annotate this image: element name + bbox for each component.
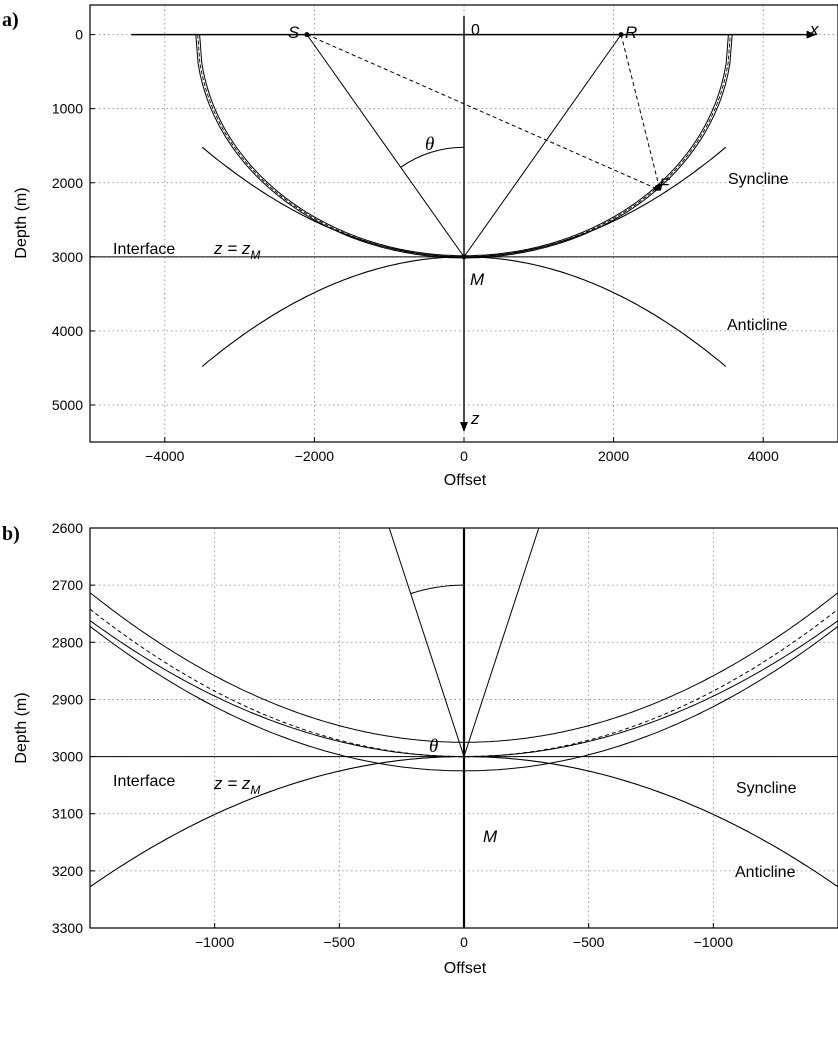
interface-label-a: Interface	[113, 241, 175, 258]
theta-arc-b	[410, 584, 465, 595]
interface-label-b: Interface	[113, 773, 175, 790]
x-tick-label: −4000	[145, 448, 185, 464]
y-tick-label: 2900	[52, 691, 83, 707]
panel-b-label: b)	[2, 523, 20, 545]
x-tick-label: −500	[573, 934, 605, 950]
y-tick-label: 3000	[52, 749, 83, 765]
x-tick-label: 0	[460, 448, 468, 464]
receiver-point	[618, 32, 624, 38]
y-tick-label: 3100	[52, 806, 83, 822]
panel-a: a) −4000 −2000 0 2000 4000 0 1000 2000 3000 4000 5…	[2, 4, 838, 489]
curves-b	[90, 528, 838, 928]
interface-equation-a: z = zM	[213, 239, 260, 262]
x-axis-label-b: Offset	[444, 960, 487, 977]
y-tick-label: 2700	[52, 577, 83, 593]
reflection-point-a	[461, 254, 467, 260]
x-axis-letter: x	[809, 20, 819, 39]
syncline-label-b: Syncline	[736, 780, 797, 797]
ray-receiver-to-f	[620, 34, 662, 192]
y-tick-label: 5000	[52, 397, 83, 413]
x-tick-label: −1000	[694, 934, 734, 950]
reflection-point-label-b: M	[483, 827, 498, 846]
panel-b: b) −1000 −500 0 −500 −1000 2600 2700 2800 2900 30…	[2, 520, 838, 977]
x-axis-label-a: Offset	[444, 472, 487, 489]
y-tick-label: 3200	[52, 863, 83, 879]
y-axis-label-a: Depth (m)	[13, 187, 30, 258]
y-tick-label: 4000	[52, 323, 83, 339]
reflection-point-label-a: M	[470, 270, 485, 289]
y-tick-label: 2800	[52, 634, 83, 650]
syncline-label-a: Syncline	[728, 171, 789, 188]
x-tick-label: 0	[460, 934, 468, 950]
ticks-b: −1000 −500 0 −500 −1000 2600 2700 2800 2900 3000 3…	[52, 520, 733, 950]
overlay-a	[131, 16, 817, 432]
x-tick-label: −2000	[295, 448, 335, 464]
y-tick-label: 2600	[52, 520, 83, 536]
axes-frame-b	[89, 527, 838, 929]
ray-left-b	[388, 528, 465, 757]
x-tick-label: −500	[324, 934, 356, 950]
ray-source-to-f	[306, 34, 661, 191]
source-label: S	[288, 23, 300, 42]
scatter-point-label: F	[659, 175, 671, 194]
receiver-label: R	[625, 23, 637, 42]
theta-label-b: θ	[429, 736, 438, 757]
y-tick-label: 0	[75, 27, 83, 43]
z-axis-letter: z	[470, 409, 480, 428]
ray-receiver-to-m	[463, 34, 622, 258]
x-tick-label: 4000	[748, 448, 779, 464]
x-tick-label: 2000	[598, 448, 629, 464]
y-tick-label: 1000	[52, 101, 83, 117]
ray-source-to-m	[306, 34, 465, 258]
interface-equation-b: z = zM	[213, 774, 260, 797]
theta-label-a: θ	[425, 134, 434, 155]
ray-right-b	[463, 528, 540, 757]
theta-arc-a	[400, 146, 465, 168]
x-tick-label: −1000	[195, 934, 235, 950]
axes-frame-a	[89, 4, 838, 443]
y-tick-label: 3000	[52, 249, 83, 265]
origin-label: 0	[471, 22, 480, 39]
ticks-a: −4000 −2000 0 2000 4000 0 1000 2000 3000 4000 5000	[52, 27, 779, 464]
anticline-label-a: Anticline	[727, 317, 788, 334]
panel-a-label: a)	[2, 9, 19, 31]
y-axis-label-b: Depth (m)	[13, 692, 30, 763]
source-point	[304, 32, 310, 38]
y-tick-label: 2000	[52, 175, 83, 191]
y-tick-label: 3300	[52, 920, 83, 936]
anticline-label-b: Anticline	[735, 864, 796, 881]
